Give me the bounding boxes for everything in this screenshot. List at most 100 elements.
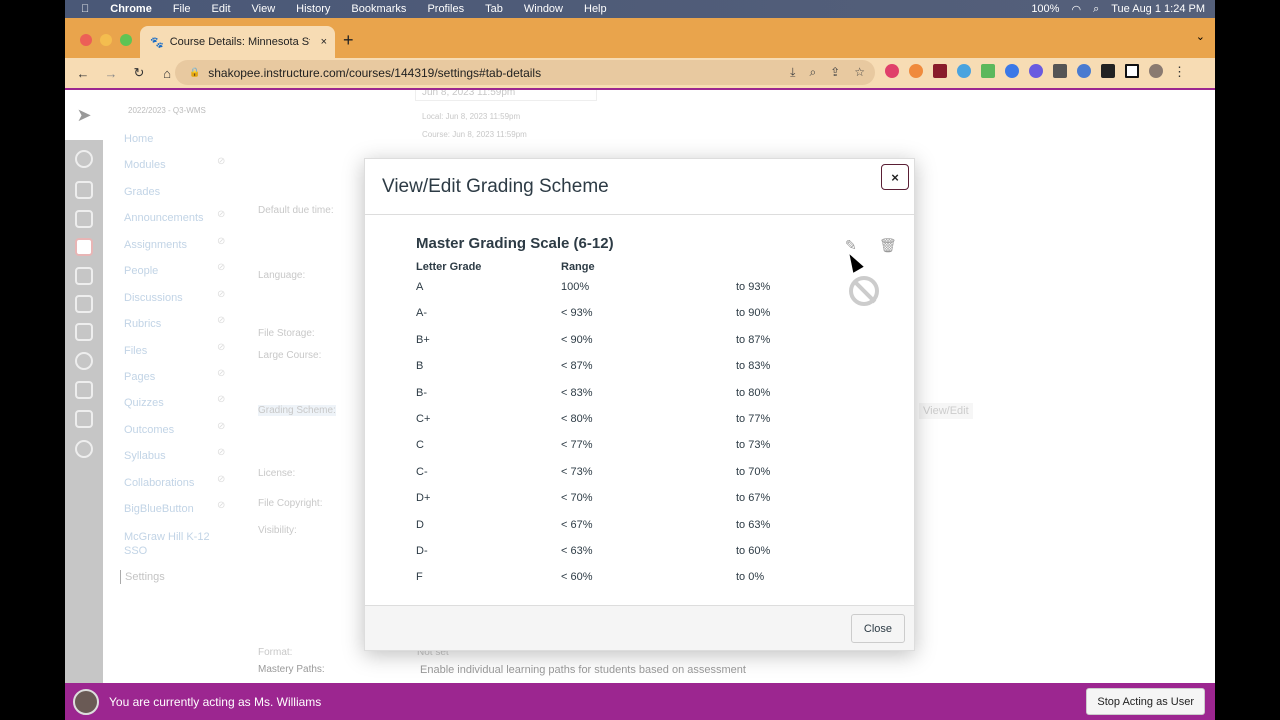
forward-button[interactable]: → (104, 65, 118, 81)
grade-row: C- < 73% to 70% (416, 466, 836, 480)
commons-icon[interactable] (75, 381, 93, 399)
clock[interactable]: Tue Aug 1 1:24 PM (1111, 3, 1205, 15)
menu-profiles[interactable]: Profiles (419, 3, 464, 15)
menu-history[interactable]: History (287, 3, 330, 15)
studio-icon[interactable] (75, 410, 93, 428)
menu-tab[interactable]: Tab (476, 3, 503, 15)
extension-icon[interactable] (1077, 64, 1091, 78)
courses-icon[interactable] (75, 238, 93, 256)
logo-icon[interactable]: ➤ (65, 90, 103, 140)
nav-mcgraw-hill-k-12-sso[interactable]: McGraw Hill K-12 SSO (124, 531, 210, 557)
account-icon[interactable] (75, 150, 93, 168)
nav-pages[interactable]: Pages (124, 371, 156, 383)
grade-row: D < 67% to 63% (416, 519, 836, 533)
menu-chrome[interactable]: Chrome (102, 3, 152, 15)
extension-icon[interactable] (1053, 64, 1067, 78)
address-bar[interactable]: 🔒 shakopee.instructure.com/courses/14431… (175, 60, 875, 85)
help-icon[interactable] (75, 440, 93, 458)
extension-icon[interactable] (957, 64, 971, 78)
nav-syllabus[interactable]: Syllabus (124, 450, 166, 462)
extension-icon[interactable] (1005, 64, 1019, 78)
more-menu-icon[interactable]: ⋮ (1173, 64, 1186, 79)
close-icon[interactable]: × (881, 164, 909, 190)
share-icon[interactable]: ⇪ (830, 65, 841, 79)
admin-icon[interactable] (75, 181, 93, 199)
nav-files[interactable]: Files (124, 345, 148, 357)
toolbar: ← → ↻ ⌂ 🔒 shakopee.instructure.com/cours… (65, 58, 1215, 88)
hidden-eye-icon: ⊘ (217, 500, 226, 511)
inbox-icon[interactable] (75, 323, 93, 341)
calendar-icon[interactable] (75, 295, 93, 313)
close-tab-icon[interactable]: × (320, 36, 327, 48)
nav-outcomes[interactable]: Outcomes (124, 424, 175, 436)
bookmark-star-icon[interactable]: ☆ (854, 65, 865, 79)
extension-icon[interactable] (981, 64, 995, 78)
menu-help[interactable]: Help (575, 3, 607, 15)
nav-assignments[interactable]: Assignments (124, 239, 187, 251)
close-button[interactable]: Close (850, 614, 905, 643)
grade-to: to 77% (736, 413, 771, 425)
history-icon[interactable] (75, 352, 93, 370)
minimize-window-button[interactable] (100, 34, 112, 46)
nav-collaborations[interactable]: Collaborations (124, 477, 195, 489)
extension-icon[interactable] (1029, 64, 1043, 78)
zoom-window-button[interactable] (120, 34, 132, 46)
menu-bookmarks[interactable]: Bookmarks (343, 3, 406, 15)
nav-grades[interactable]: Grades (124, 186, 161, 198)
extension-icon[interactable] (909, 64, 923, 78)
nav-people[interactable]: People (124, 265, 159, 277)
dashboard-icon[interactable] (75, 210, 93, 228)
wifi-icon[interactable]: ◠ (1071, 3, 1082, 16)
extension-icon[interactable] (885, 64, 899, 78)
nav-quizzes[interactable]: Quizzes (124, 397, 164, 409)
menu-file[interactable]: File (164, 3, 191, 15)
grade-grade: B (416, 360, 424, 373)
tab-list-chevron-icon[interactable]: ⌄ (1195, 31, 1205, 43)
reload-button[interactable]: ↻ (133, 65, 145, 80)
nav-announcements[interactable]: Announcements (124, 212, 204, 224)
setting-label: File Storage: (258, 328, 315, 339)
macos-menubar:  Chrome File Edit View History Bookmarks Prof… (65, 0, 1215, 18)
nav-rubrics[interactable]: Rubrics (124, 318, 162, 330)
stop-acting-button[interactable]: Stop Acting as User (1086, 688, 1205, 715)
nav-home[interactable]: Home (124, 133, 154, 145)
apple-icon[interactable]:  (81, 3, 89, 15)
mastery-paths-text[interactable]: Enable individual learning paths for stu… (420, 664, 746, 676)
menu-edit[interactable]: Edit (203, 3, 231, 15)
back-button[interactable]: ← (76, 65, 90, 81)
hidden-eye-icon: ⊘ (217, 315, 226, 326)
pencil-icon[interactable]: ✎ (845, 237, 857, 253)
setting-label: Mastery Paths: (258, 664, 325, 675)
modal-title: View/Edit Grading Scheme (382, 176, 609, 197)
close-window-button[interactable] (80, 34, 92, 46)
course-term: 2022/2023 - Q3-WMS (128, 106, 206, 115)
puzzle-icon[interactable] (1101, 64, 1115, 78)
menu-window[interactable]: Window (515, 3, 563, 15)
grade-to: to 83% (736, 360, 771, 373)
view-edit-grading-button[interactable]: View/Edit (919, 403, 973, 419)
groups-icon[interactable] (75, 267, 93, 285)
grade-row: C+ < 80% to 77% (416, 413, 836, 427)
favicon-icon: 🐾 (150, 36, 164, 49)
browser-tab[interactable]: 🐾 Course Details: Minnesota Stud × (140, 26, 335, 58)
extension-icon[interactable] (933, 64, 947, 78)
nav-settings[interactable]: Settings (120, 570, 220, 584)
nav-modules[interactable]: Modules (124, 159, 166, 171)
home-button[interactable]: ⌂ (163, 65, 171, 81)
new-tab-button[interactable]: + (343, 30, 354, 50)
trash-icon[interactable]: 🗑 (879, 237, 897, 253)
grade-grade: D- (416, 545, 428, 557)
due-date-field[interactable]: Jun 8, 2023 11:59pm (415, 90, 597, 101)
profile-avatar[interactable] (1149, 64, 1163, 78)
nav-bigbluebutton[interactable]: BigBlueButton (124, 503, 194, 515)
search-icon[interactable]: ⌕ (1093, 2, 1100, 15)
acting-as-banner: You are currently acting as Ms. Williams… (65, 683, 1215, 720)
sidepanel-icon[interactable] (1125, 64, 1139, 78)
nav-discussions[interactable]: Discussions (124, 292, 183, 304)
zoom-icon[interactable]: ⌕ (809, 65, 817, 79)
menu-view[interactable]: View (243, 3, 276, 15)
hidden-eye-icon: ⊘ (217, 421, 226, 432)
setting-label: Format: (258, 647, 293, 658)
install-icon[interactable]: ⤓ (790, 65, 796, 79)
grading-scheme-modal: View/Edit Grading Scheme × Master Gradin… (364, 158, 915, 651)
